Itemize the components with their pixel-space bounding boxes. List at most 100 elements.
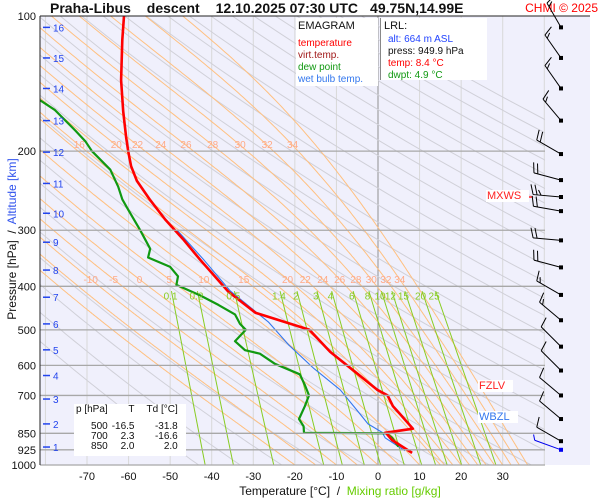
table-row: 700 2.3 -16.6 [74, 432, 180, 442]
legend-item-temperature: temperature [298, 38, 352, 49]
level-marker-fzlv: FZLV [478, 379, 514, 392]
wind-barb [542, 90, 563, 123]
x-axis-label-mixing: Mixing ratio [g/kg] [346, 484, 441, 498]
y-axis-label-alt: Altitude [km] [5, 158, 19, 225]
wind-barb-station [559, 178, 563, 183]
wind-barb-station [559, 238, 563, 243]
pressure-tick-label: 100 [18, 11, 36, 23]
wind-barb [530, 184, 563, 200]
mixing-ratio-label: 0.5 [226, 291, 240, 302]
mixing-ratio-line [435, 290, 497, 465]
legend-item-wet-bulb: wet bulb temp. [298, 74, 364, 85]
wind-barb-station [559, 417, 563, 422]
level-table: p [hPa] T Td [°C] 500 -16.5 -31.8 700 2.3 -16.… [74, 404, 186, 456]
lrl-title: LRL: [384, 20, 408, 32]
wind-barb-feather [540, 341, 547, 351]
cell-td: -16.6 [154, 431, 178, 442]
moist-adiabat-label: 10 [198, 275, 210, 286]
wind-barb-station [559, 209, 563, 214]
wind-barb-staff [539, 301, 562, 321]
moist-adiabat-label: 26 [180, 140, 192, 151]
y-axis-label-press: Pressure [hPa] [5, 240, 19, 320]
legend-item-virt-temp: virt.temp. [298, 50, 340, 61]
mixing-ratio-label: 4 [328, 291, 334, 302]
wind-barb-station [559, 25, 563, 30]
wind-barb-staff [533, 237, 562, 241]
wind-barb-feather [538, 189, 542, 196]
series-temperature-line [119, 16, 415, 454]
dry-adiabat-line [189, 16, 545, 235]
altitude-tick-label: 5 [53, 346, 59, 357]
lrl-box: LRL: alt: 664 m ASL press: 949.9 hPa tem… [380, 18, 487, 81]
wind-barb [533, 162, 563, 183]
wind-barb-feather [534, 227, 538, 239]
mixing-ratio-line [368, 290, 423, 465]
dry-adiabat-line [40, 35, 545, 371]
temperature-tick-label: -50 [162, 471, 178, 483]
moist-adiabat-label: 28 [207, 140, 219, 151]
moist-adiabat-label: 5 [166, 275, 172, 286]
altitude-tick-label: 13 [53, 117, 65, 128]
moist-adiabat-label: 20 [111, 140, 123, 151]
wind-barb-feather [536, 129, 540, 141]
altitude-tick-label: 11 [53, 179, 64, 190]
wind-barb-staff [546, 2, 562, 28]
wind-barb-feather [546, 0, 551, 4]
temperature-tick-label: 30 [497, 471, 509, 483]
moist-adiabat-label: 30 [235, 140, 247, 151]
mixing-ratio-line [316, 291, 365, 465]
wind-barb [531, 195, 563, 214]
moist-adiabat-label: 32 [380, 275, 392, 286]
legend: EMAGRAM temperature virt.temp. dew point… [296, 18, 378, 86]
moist-adiabat-label: 26 [334, 275, 346, 286]
wind-barb-station [559, 368, 563, 373]
wind-barb-feather [542, 90, 550, 100]
mixing-ratio-label: 10 [374, 291, 386, 302]
y-axis-label-sep: / [5, 230, 19, 234]
moist-adiabat-label: 34 [287, 140, 299, 151]
altitude-tick-label: 3 [53, 395, 59, 406]
wind-barb-staff [533, 205, 562, 212]
dry-adiabat-line [40, 54, 545, 391]
wind-barb-station [559, 152, 563, 157]
wind-barb-feather [542, 298, 545, 305]
mixing-ratio-label: 12 [385, 291, 397, 302]
pressure-tick-label: 1000 [12, 460, 36, 472]
mixing-ratio-line [404, 290, 463, 465]
wind-barb [536, 129, 563, 157]
wind-barb-staff [533, 259, 562, 268]
mixing-ratio-line [380, 290, 437, 465]
altitude-tick-label: 8 [53, 266, 59, 277]
wind-barb [533, 434, 563, 452]
wind-barb-staff [539, 400, 562, 420]
wind-barb-station [559, 447, 563, 452]
pressure-tick-label: 700 [18, 390, 36, 402]
wind-barb [530, 227, 563, 243]
table-header-p: p [hPa] [76, 404, 108, 415]
wind-barb-station [559, 195, 563, 200]
moist-adiabat-label: 16 [74, 140, 86, 151]
wind-barb-staff [534, 439, 562, 451]
moist-adiabat-label: -10 [83, 275, 98, 286]
moist-adiabat-label: 0 [137, 275, 143, 286]
temperature-tick-label: -60 [121, 471, 137, 483]
wind-barb [533, 249, 563, 270]
wind-barb-station [559, 118, 563, 123]
wind-barb-feather [546, 32, 551, 39]
mixing-ratio-line [170, 291, 206, 465]
cell-t: -16.5 [111, 421, 135, 432]
temperature-tick-label: 0 [375, 471, 381, 483]
dry-adiabat-line [59, 16, 545, 335]
dry-adiabat-line [102, 16, 545, 300]
mixing-ratio-line [421, 290, 482, 465]
wind-barb-feather [544, 26, 552, 36]
temperature-tick-label: -20 [287, 471, 303, 483]
y-axis-label: Pressure [hPa] / Altitude [km] [5, 129, 19, 349]
table-header-td: Td [°C] [146, 404, 178, 415]
cell-td: -31.8 [154, 421, 178, 432]
moist-adiabat-label: 22 [300, 275, 312, 286]
dry-adiabat-line [145, 16, 545, 266]
wind-barb-station [559, 265, 563, 270]
altitude-tick-label: 12 [53, 148, 65, 159]
